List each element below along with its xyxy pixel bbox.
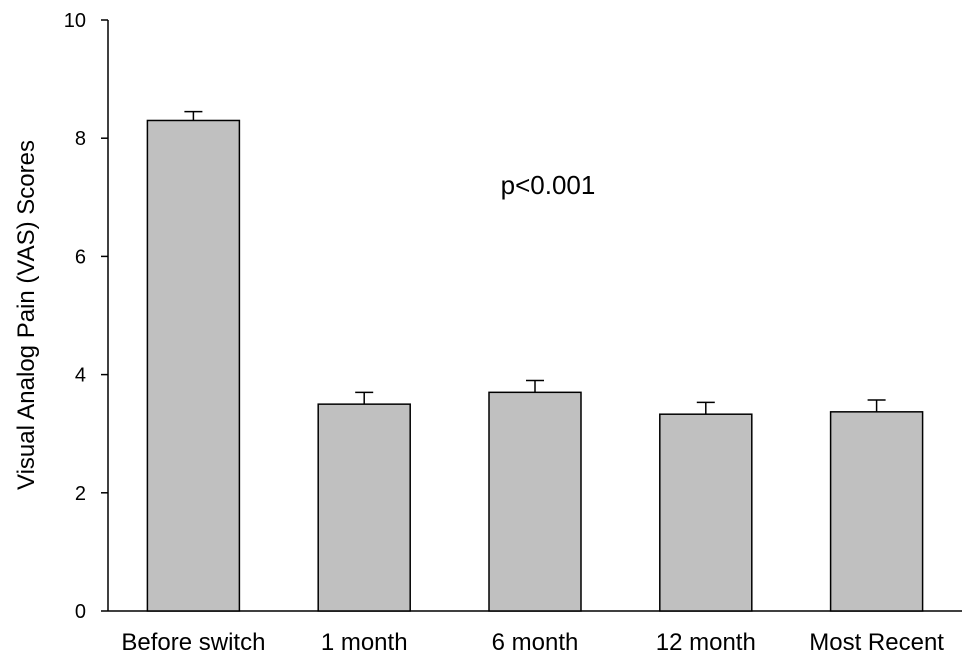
bar <box>317 403 411 612</box>
y-axis: 0 2 4 6 8 10 <box>64 10 109 623</box>
bars <box>146 110 924 612</box>
p-value-annotation: p<0.001 <box>501 170 596 200</box>
bar <box>146 119 241 612</box>
x-tick-label: 12 month <box>656 629 756 656</box>
x-tick-label: 1 month <box>321 629 408 656</box>
bar <box>829 411 924 612</box>
y-axis-label: Visual Analog Pain (VAS) Scores <box>13 140 40 490</box>
y-tick-label: 6 <box>75 246 86 268</box>
x-tick-label: Before switch <box>121 629 265 656</box>
x-tick-label: 6 month <box>492 629 579 656</box>
y-tick-label: 8 <box>75 128 86 150</box>
y-tick-label: 0 <box>75 601 86 623</box>
y-tick-label: 10 <box>64 10 86 32</box>
bar <box>488 391 582 612</box>
x-axis: Before switch 1 month 6 month 12 month Most … <box>108 610 962 656</box>
y-tick-label: 4 <box>75 365 86 387</box>
bar <box>659 413 753 612</box>
x-tick-label: Most Recent <box>809 629 944 656</box>
y-tick-label: 2 <box>75 483 86 505</box>
